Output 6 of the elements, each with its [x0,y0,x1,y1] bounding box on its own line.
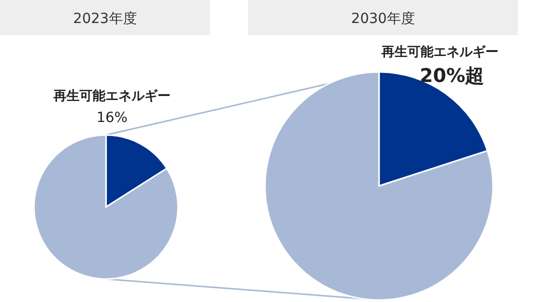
chart-title: 2030年度 [351,11,415,27]
chart-title: 2023年度 [73,11,137,27]
data-label: 16% [96,110,128,126]
slice-label: 再生可能エネルギー [52,88,170,104]
data-label: 20%超 [420,65,484,87]
slice-label: 再生可能エネルギー [380,44,498,60]
